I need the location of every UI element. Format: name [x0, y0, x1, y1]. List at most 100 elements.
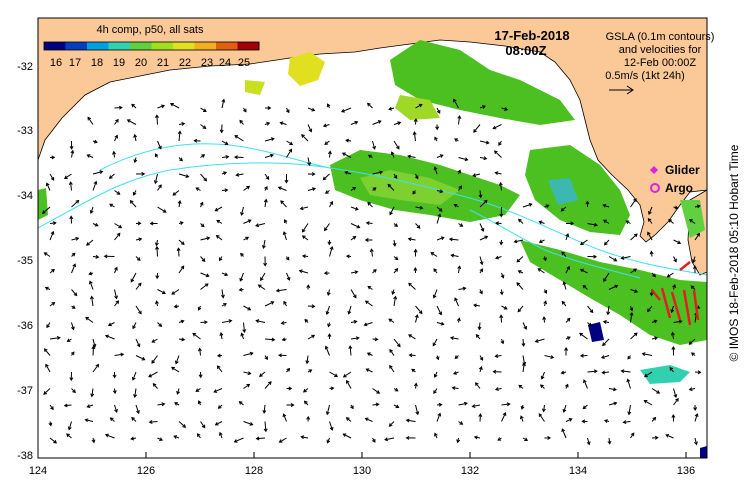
- velocity-arrow-head: [205, 273, 210, 278]
- velocity-arrow-head: [500, 274, 505, 279]
- velocity-arrow-head: [365, 221, 370, 226]
- velocity-arrow: [280, 200, 287, 208]
- velocity-arrow-head: [393, 175, 398, 179]
- velocity-arrows: [41, 98, 702, 446]
- velocity-arrow-head: [418, 310, 423, 315]
- velocity-arrow-head: [223, 303, 227, 307]
- velocity-arrow-head: [579, 332, 583, 337]
- velocity-arrow-head: [389, 364, 393, 369]
- velocity-arrow-head: [456, 439, 461, 444]
- velocity-arrow-head: [308, 128, 313, 133]
- velocity-arrow-head: [51, 302, 56, 306]
- velocity-arrow-head: [152, 383, 157, 387]
- velocity-arrow: [71, 150, 74, 158]
- velocity-arrow-head: [547, 435, 552, 440]
- velocity-arrow: [473, 304, 481, 307]
- velocity-arrow: [92, 346, 95, 356]
- velocity-arrow-head: [606, 311, 611, 316]
- velocity-arrow-head: [473, 435, 478, 440]
- colorbar-tick: 22: [179, 57, 191, 69]
- velocity-arrow-head: [50, 176, 55, 181]
- velocity-arrow-head: [418, 103, 423, 108]
- velocity-arrow-head: [257, 284, 262, 289]
- velocity-arrow-head: [499, 213, 504, 218]
- velocity-arrow: [114, 119, 119, 125]
- velocity-arrow-head: [290, 403, 295, 407]
- velocity-arrow: [630, 198, 637, 208]
- velocity-arrow: [436, 206, 443, 212]
- velocity-arrow-head: [66, 338, 71, 342]
- velocity-arrow: [307, 107, 315, 112]
- velocity-arrow-head: [629, 307, 634, 312]
- velocity-arrow-head: [390, 151, 395, 156]
- velocity-arrow-head: [671, 346, 676, 350]
- velocity-arrow-head: [133, 394, 138, 399]
- velocity-arrow-head: [504, 107, 509, 111]
- velocity-arrow-head: [457, 115, 462, 119]
- velocity-arrow: [91, 296, 94, 307]
- velocity-arrow: [234, 135, 244, 142]
- velocity-arrow-head: [72, 263, 77, 268]
- velocity-arrow-head: [388, 106, 393, 111]
- velocity-arrow-head: [306, 284, 311, 289]
- velocity-arrow: [171, 289, 180, 295]
- velocity-arrow-head: [341, 152, 346, 156]
- velocity-arrow-head: [345, 254, 350, 259]
- velocity-arrow: [264, 173, 270, 180]
- velocity-arrow-head: [285, 109, 290, 114]
- velocity-arrow-head: [90, 295, 94, 300]
- velocity-arrow-head: [204, 283, 209, 287]
- velocity-arrow-head: [161, 104, 166, 109]
- velocity-arrow-head: [301, 254, 306, 259]
- velocity-arrow-head: [69, 145, 74, 150]
- velocity-arrow-head: [627, 355, 632, 360]
- velocity-arrow-head: [506, 402, 511, 407]
- velocity-arrow-head: [325, 411, 330, 416]
- velocity-arrow: [221, 156, 229, 158]
- velocity-arrow: [221, 99, 225, 109]
- velocity-arrow-head: [519, 415, 524, 420]
- velocity-arrow: [114, 404, 118, 413]
- velocity-arrow-head: [303, 400, 308, 405]
- velocity-arrow: [350, 337, 359, 340]
- velocity-arrow-head: [326, 103, 331, 108]
- velocity-arrow: [325, 346, 330, 356]
- velocity-arrow-head: [454, 138, 458, 142]
- velocity-arrow: [300, 206, 309, 210]
- velocity-arrow: [522, 338, 525, 346]
- velocity-arrow: [389, 365, 395, 373]
- velocity-arrow-head: [528, 202, 533, 207]
- velocity-arrow-head: [179, 157, 183, 162]
- velocity-arrow-head: [220, 294, 225, 299]
- x-tick-label: 134: [569, 465, 587, 477]
- velocity-arrow: [393, 296, 397, 307]
- velocity-arrow-head: [478, 366, 483, 371]
- velocity-arrow: [92, 338, 96, 347]
- velocity-arrow-head: [364, 238, 369, 242]
- velocity-arrow: [642, 353, 653, 356]
- velocity-arrow-head: [432, 294, 437, 299]
- velocity-arrow-head: [433, 373, 438, 378]
- velocity-arrow-head: [197, 400, 202, 405]
- velocity-arrow-head: [104, 334, 109, 339]
- velocity-arrow-head: [347, 310, 352, 315]
- velocity-arrow: [264, 154, 274, 158]
- velocity-arrow: [501, 107, 508, 111]
- velocity-arrow-head: [109, 417, 114, 421]
- velocity-arrow: [372, 171, 383, 175]
- velocity-arrow: [157, 184, 162, 191]
- velocity-arrow: [200, 421, 206, 428]
- velocity-arrow-head: [259, 373, 263, 377]
- velocity-arrow: [243, 421, 253, 426]
- velocity-arrow-head: [633, 233, 638, 238]
- velocity-arrow: [406, 419, 416, 422]
- velocity-arrow: [479, 256, 483, 265]
- velocity-arrow-head: [352, 186, 357, 191]
- velocity-arrow-head: [271, 337, 276, 342]
- velocity-arrow-head: [697, 370, 702, 375]
- velocity-arrow-head: [217, 405, 222, 409]
- x-tick-label: 136: [677, 465, 695, 477]
- velocity-arrow-head: [114, 408, 118, 413]
- velocity-arrow: [135, 404, 140, 414]
- velocity-arrow: [450, 337, 459, 340]
